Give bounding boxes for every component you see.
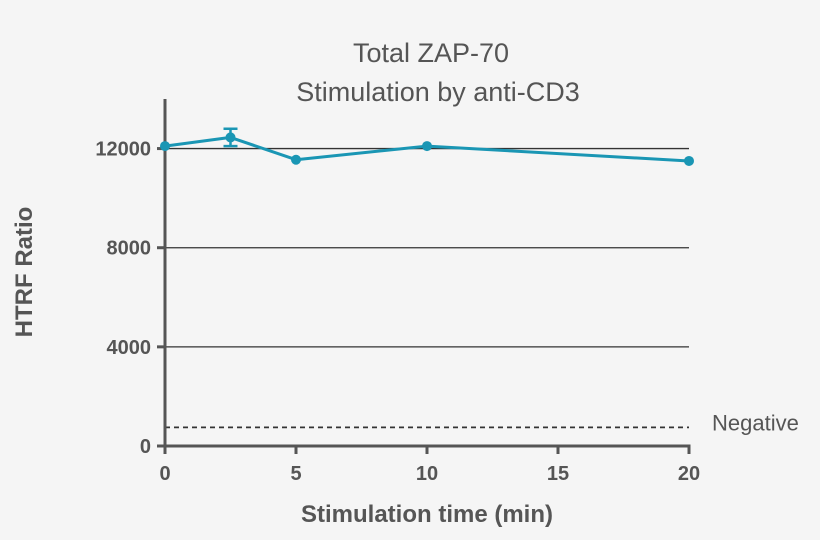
x-tick-label-0: 0 [159,463,170,485]
x-axis-ticks: 0 5 10 15 20 [159,446,700,485]
y-tick-label-0: 0 [140,436,151,458]
gridlines [165,147,689,348]
y-tick-label-4000: 4000 [107,337,152,359]
x-tick-label-15: 15 [547,463,569,485]
y-tick-label-12000: 12000 [95,139,151,161]
x-tick-label-5: 5 [290,463,301,485]
data-point-0 [160,141,170,152]
x-tick-label-10: 10 [416,463,438,485]
data-point-2 [291,154,301,165]
data-point-1 [225,132,236,143]
series-group [160,127,694,166]
negative-label: Negative [712,410,799,435]
negative-reference: Negative [165,410,799,435]
x-tick-label-20: 20 [678,463,700,485]
chart-subtitle: Stimulation by anti-CD3 [296,77,580,107]
chart-title: Total ZAP-70 [353,38,509,68]
y-axis-ticks: 0 4000 8000 12000 [95,139,165,458]
x-axis-title: Stimulation time (min) [301,501,553,528]
y-tick-label-8000: 8000 [107,238,152,260]
data-point-4 [684,155,694,166]
data-point-3 [422,141,432,152]
y-axis-title: HTRF Ratio [11,207,38,338]
